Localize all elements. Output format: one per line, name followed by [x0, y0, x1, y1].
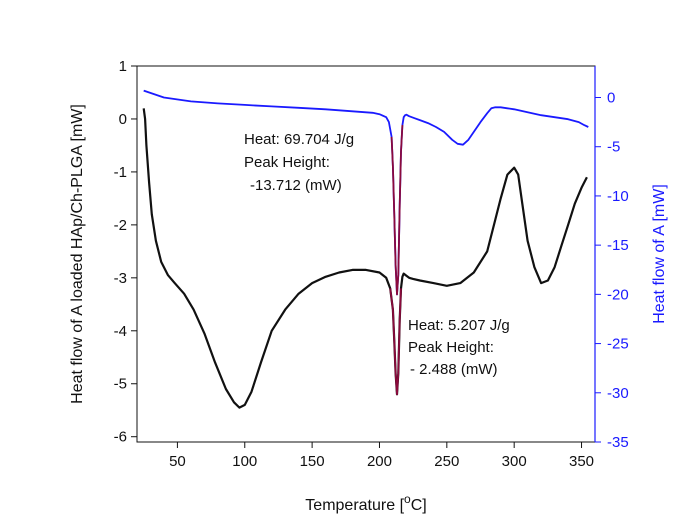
y-left-tick-label--4: -4 — [114, 323, 127, 340]
x-tick-label-100: 100 — [232, 453, 257, 470]
x-tick-label-200: 200 — [367, 453, 392, 470]
y-left-tick-label-1: 1 — [119, 58, 127, 75]
y-left-tick-label--2: -2 — [114, 217, 127, 234]
x-axis-title-unit: C] — [411, 497, 427, 514]
y-right-tick-label--20: -20 — [607, 286, 629, 303]
annotation-2: Heat: 5.207 J/g Peak Height: - 2.488 (mW… — [408, 317, 510, 378]
annotation-1-line-1: Heat: 69.704 J/g — [244, 131, 354, 148]
y-right-tick-label--10: -10 — [607, 188, 629, 205]
annotation-2-line-3: - 2.488 (mW) — [410, 361, 498, 378]
annotation-1: Heat: 69.704 J/g Peak Height: -13.712 (m… — [244, 131, 354, 194]
x-tick-label-300: 300 — [502, 453, 527, 470]
annotation-2-line-2: Peak Height: — [408, 339, 494, 356]
y-right-tick-label-0: 0 — [607, 89, 615, 106]
y-right-tick-label--30: -30 — [607, 385, 629, 402]
annotation-2-line-1: Heat: 5.207 J/g — [408, 317, 510, 334]
x-tick-label-350: 350 — [569, 453, 594, 470]
y-left-axis-title: Heat flow of A loaded HAp/Ch-PLGA [mW] — [69, 104, 86, 404]
y-left-axis-ticks: 1 0 -1 -2 -3 -4 -5 -6 — [114, 58, 137, 446]
x-tick-label-250: 250 — [434, 453, 459, 470]
y-right-tick-label--25: -25 — [607, 336, 629, 353]
series-line-right — [143, 89, 589, 296]
x-axis-title-text: Temperature [ — [305, 497, 404, 514]
y-right-tick-label--35: -35 — [607, 434, 629, 451]
annotation-1-line-2: Peak Height: — [244, 154, 330, 171]
peak-highlight-1 — [390, 125, 404, 296]
x-tick-label-150: 150 — [300, 453, 325, 470]
y-right-tick-label--5: -5 — [607, 139, 620, 156]
x-axis-ticks: 50 100 150 200 250 300 350 — [169, 442, 594, 470]
y-right-axis-ticks: 0 -5 -10 -15 -20 -25 -30 -35 — [595, 89, 629, 451]
y-left-tick-label-0: 0 — [119, 111, 127, 128]
peak-highlight-2 — [389, 288, 402, 396]
y-right-tick-label--15: -15 — [607, 237, 629, 254]
y-left-tick-label--3: -3 — [114, 270, 127, 287]
plot-frame — [136, 65, 596, 443]
x-axis-title: Temperature [oC] — [305, 492, 426, 514]
series-layer — [142, 89, 589, 409]
x-axis-title-sup: o — [404, 492, 411, 506]
y-right-axis-title: Heat flow of A [mW] — [651, 184, 668, 324]
x-tick-label-50: 50 — [169, 453, 186, 470]
y-left-tick-label--1: -1 — [114, 164, 127, 181]
y-left-tick-label--5: -5 — [114, 376, 127, 393]
series-line-left — [142, 108, 588, 409]
annotation-1-line-3: -13.712 (mW) — [250, 177, 342, 194]
y-left-tick-label--6: -6 — [114, 429, 127, 446]
